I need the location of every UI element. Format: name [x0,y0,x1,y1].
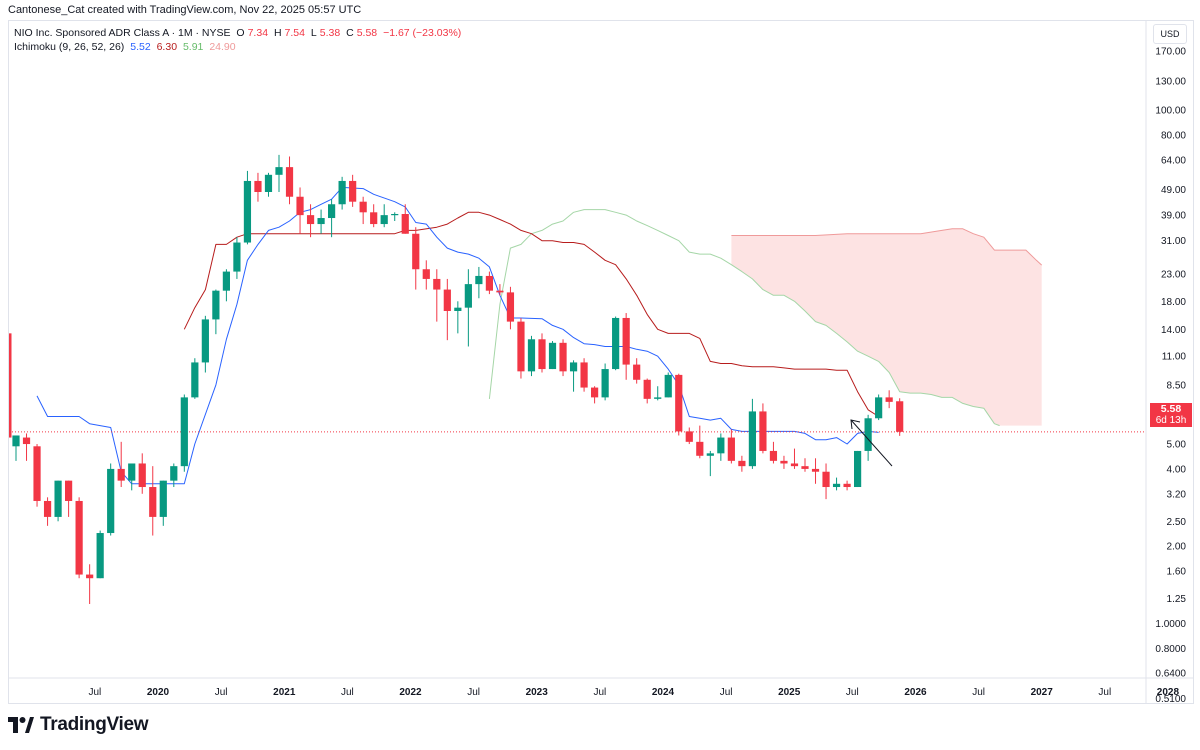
indicator-legend: Ichimoku (9, 26, 52, 26) 5.52 6.30 5.91 … [14,41,239,53]
symbol-name[interactable]: NIO Inc. Sponsored ADR Class A · 1M · NY… [14,27,231,39]
ichimoku-conversion-value: 5.52 [130,41,151,53]
symbol-legend: NIO Inc. Sponsored ADR Class A · 1M · NY… [14,27,464,39]
chart-frame [8,20,1194,704]
ohlc-low: L 5.38 [310,27,341,39]
ohlc-close: C 5.58 [346,27,378,39]
tradingview-logo-icon [8,717,34,733]
ichimoku-base-value: 6.30 [156,41,178,53]
indicator-name[interactable]: Ichimoku (9, 26, 52, 26) [14,41,125,53]
attribution: Cantonese_Cat created with TradingView.c… [8,4,362,16]
ohlc-change: −1.67 (−23.03%) [383,27,462,39]
tradingview-logo-text: TradingView [40,714,149,735]
ichimoku-lagging-value: 5.91 [182,41,204,53]
ohlc-high: H 7.54 [273,27,305,39]
current-price-label: 5.58 6d 13h [1150,403,1192,427]
bar-countdown: 6d 13h [1155,415,1187,426]
currency-button[interactable]: USD [1153,24,1187,44]
tradingview-logo[interactable]: TradingView [8,714,149,736]
ichimoku-leading-value: 24.90 [209,41,236,53]
ohlc-open: O 7.34 [236,27,269,39]
current-price-value: 5.58 [1160,403,1182,415]
